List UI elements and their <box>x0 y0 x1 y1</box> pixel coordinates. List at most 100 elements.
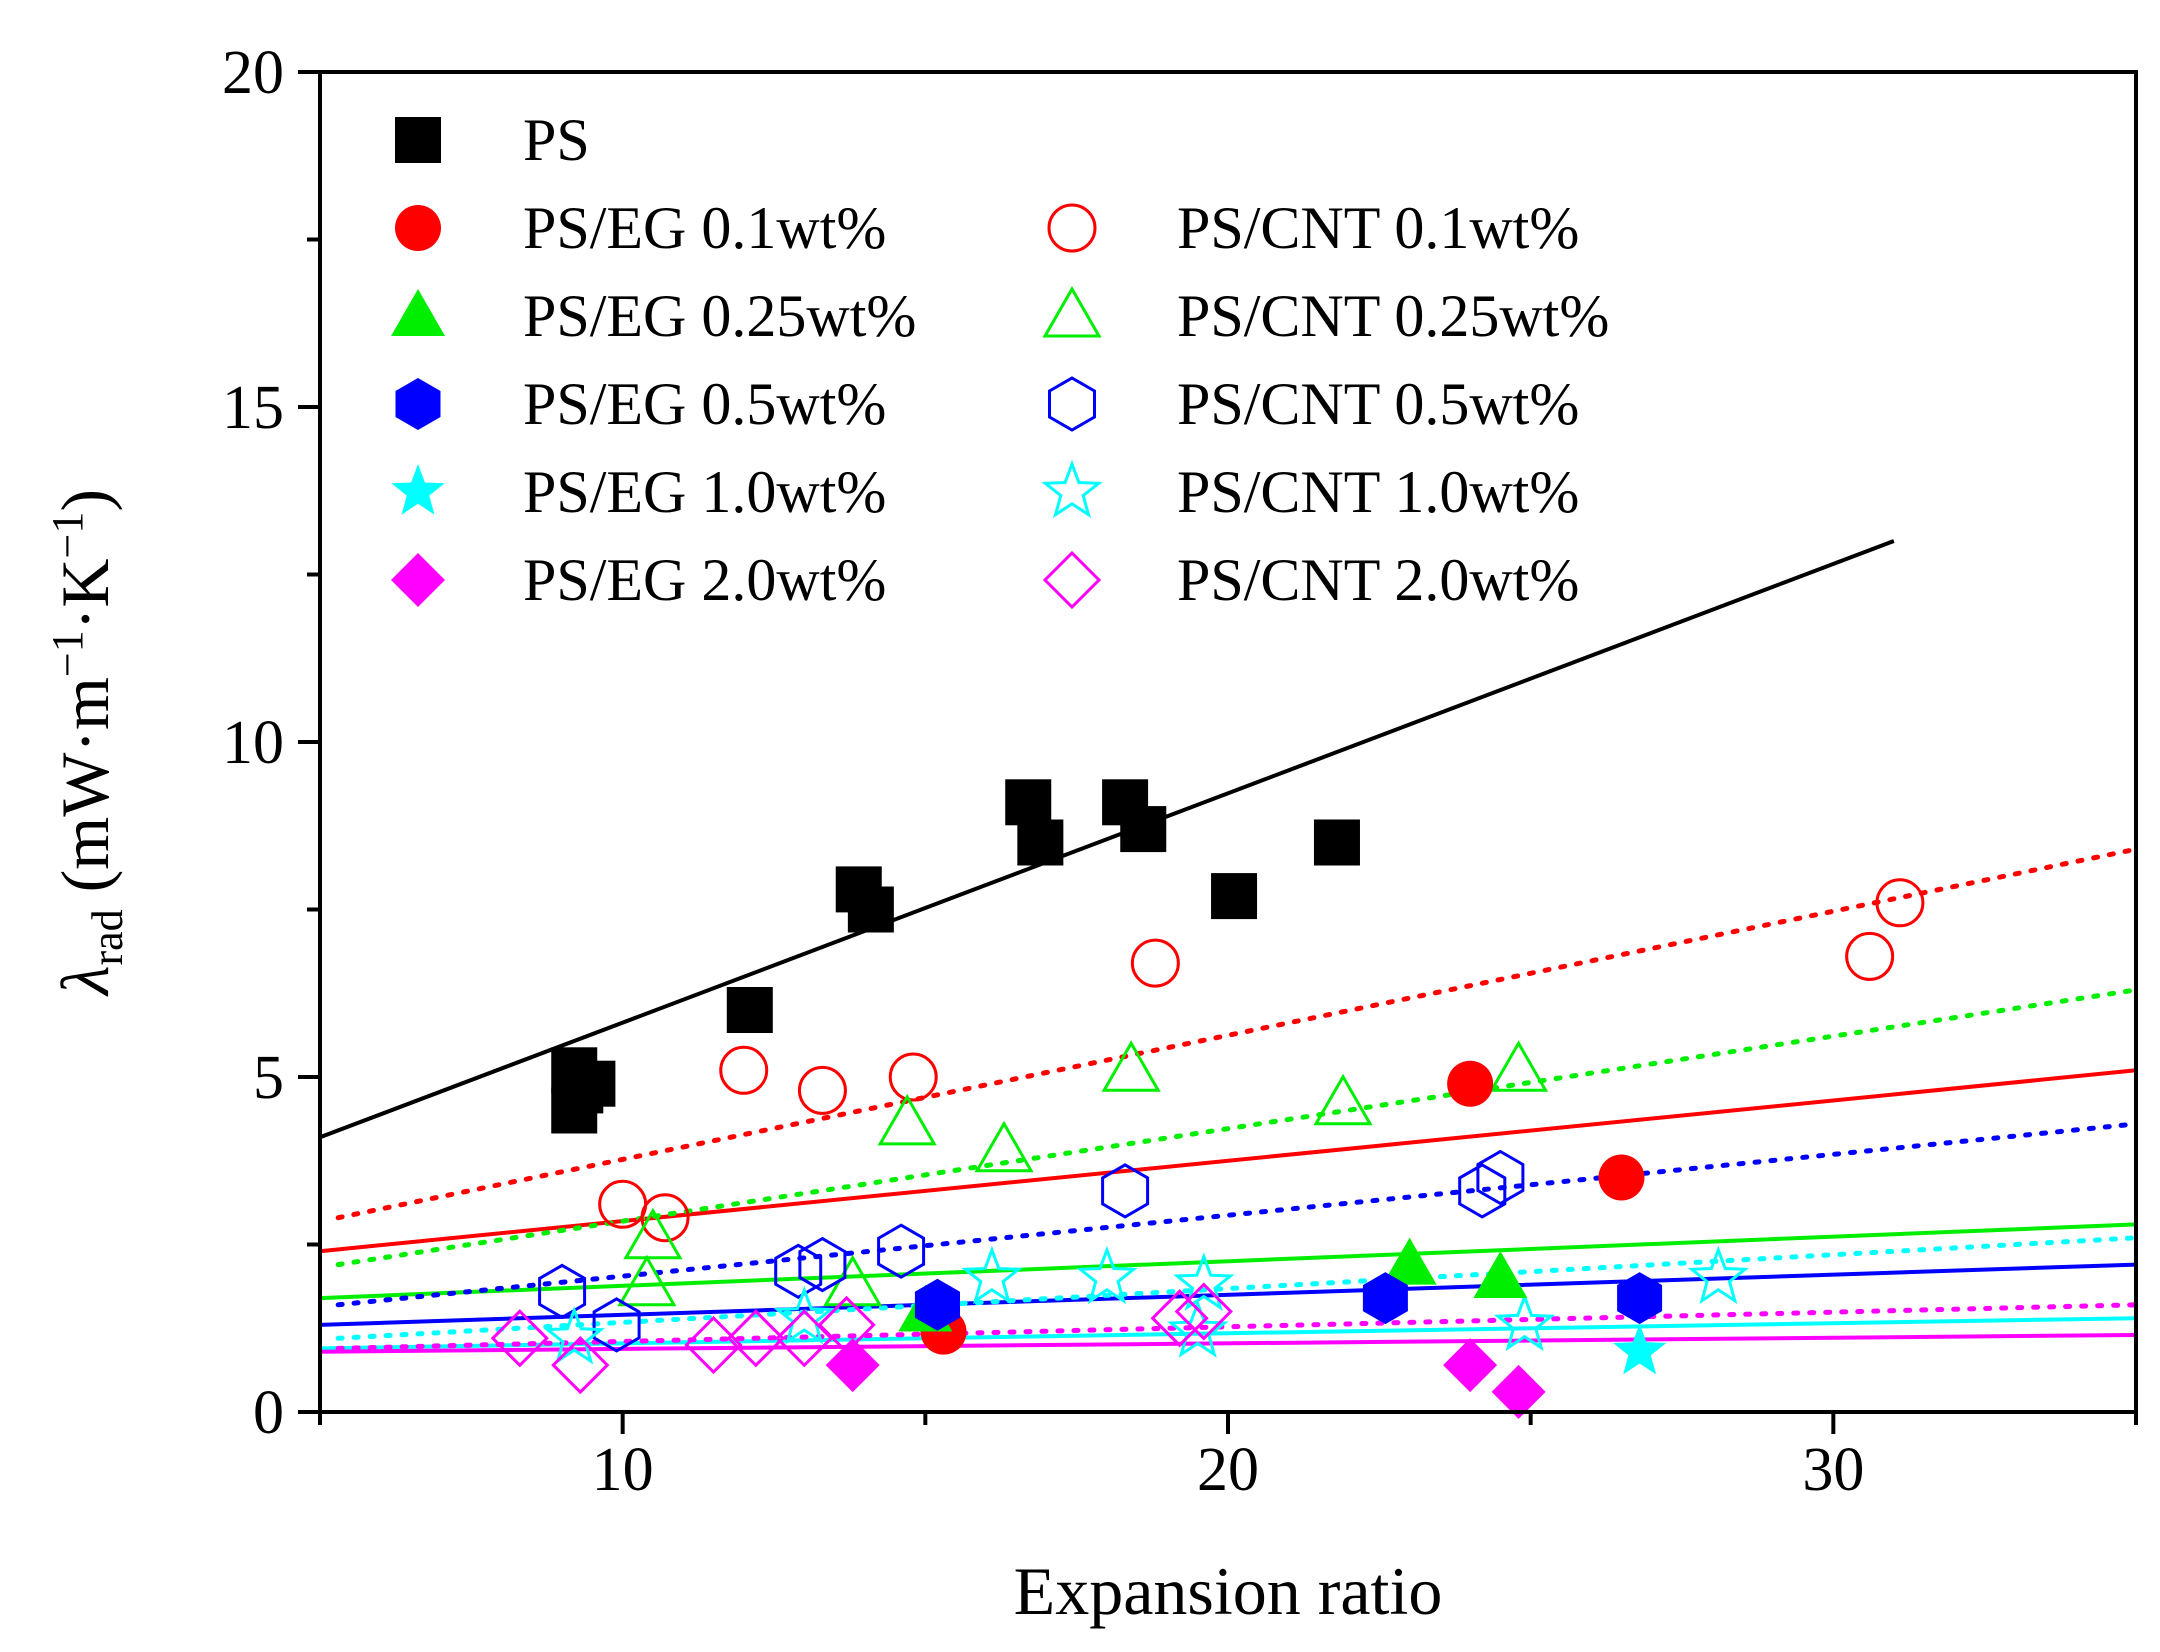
legend-entry-0: PS <box>395 107 590 173</box>
data-point-s8-3 <box>798 1236 847 1293</box>
fit-line-9 <box>335 1235 2139 1341</box>
data-point-s1-1 <box>1447 1060 1494 1107</box>
data-point-s9-1 <box>773 1285 835 1345</box>
data-point-s4-0 <box>1613 1323 1667 1375</box>
legend: PS PS/EG 0.1wt% PS/EG 0.25wt% PS/EG 0.5wt% P… <box>391 107 1609 613</box>
legend-entry-10: PS/CNT 2.0wt% <box>1042 547 1579 613</box>
legend-entry-2: PS/EG 0.25wt% <box>391 283 916 349</box>
legend-label-10: PS/CNT 2.0wt% <box>1177 547 1579 613</box>
fit-line-6 <box>335 846 2139 1221</box>
data-point-s7-3 <box>877 1093 937 1146</box>
legend-label-9: PS/CNT 1.0wt% <box>1177 459 1579 525</box>
data-point-s0-3 <box>551 1087 598 1134</box>
data-point-s7-4 <box>974 1120 1034 1173</box>
fit-line-2 <box>319 1222 2137 1301</box>
y-tick-label: 0 <box>253 1379 284 1447</box>
data-point-s7-0 <box>623 1207 683 1260</box>
data-point-s6-2 <box>719 1045 769 1095</box>
data-point-s9-7 <box>1687 1245 1749 1305</box>
data-point-s6-1 <box>640 1193 690 1243</box>
data-point-s3-2 <box>1617 1272 1663 1325</box>
fit-lines <box>319 539 2139 1354</box>
data-point-s0-10 <box>1120 806 1167 853</box>
x-tick-label: 20 <box>1197 1436 1259 1504</box>
fit-line-0 <box>319 539 1895 1140</box>
data-point-s8-2 <box>774 1243 823 1300</box>
data-point-s8-4 <box>877 1223 926 1279</box>
data-point-s8-6 <box>1458 1163 1507 1219</box>
data-point-s6-4 <box>888 1052 938 1102</box>
legend-marker-2 <box>391 289 445 336</box>
data-point-s5-0 <box>825 1338 880 1393</box>
data-point-s8-0 <box>538 1263 587 1320</box>
fit-line-3 <box>319 1262 2137 1327</box>
legend-marker-3 <box>395 378 441 430</box>
fit-line-4 <box>319 1316 2137 1351</box>
legend-entry-7: PS/CNT 0.25wt% <box>1042 283 1609 349</box>
data-point-s8-7 <box>1476 1149 1525 1206</box>
data-point-s10-1 <box>551 1335 610 1395</box>
legend-marker-5 <box>391 553 445 607</box>
y-tick-label: 5 <box>253 1044 284 1112</box>
y-tick-label: 15 <box>222 374 284 442</box>
data-point-s7-7 <box>1488 1040 1549 1092</box>
fit-line-8 <box>335 1121 2139 1308</box>
y-axis-subscript: rad <box>83 909 132 965</box>
y-axis-units-mid: ·K <box>47 558 123 630</box>
data-point-s10-7 <box>1174 1282 1233 1341</box>
y-axis-units-prefix: (mW·m <box>47 677 123 909</box>
fit-line-7 <box>335 987 2139 1268</box>
data-point-s0-6 <box>726 987 773 1033</box>
legend-marker-9 <box>1041 459 1103 519</box>
legend-label-4: PS/EG 1.0wt% <box>523 459 886 525</box>
legend-marker-10 <box>1042 550 1102 610</box>
legend-marker-8 <box>1048 376 1096 432</box>
legend-entry-5: PS/EG 2.0wt% <box>391 547 886 613</box>
data-point-s9-4 <box>1173 1252 1235 1311</box>
data-point-s0-7 <box>1005 779 1052 826</box>
legend-label-7: PS/CNT 0.25wt% <box>1177 283 1609 349</box>
data-point-s2-2 <box>1473 1251 1528 1298</box>
data-point-s9-2 <box>961 1245 1023 1305</box>
legend-entry-3: PS/EG 0.5wt% <box>395 371 886 437</box>
data-point-s3-1 <box>1362 1272 1408 1325</box>
axes <box>318 70 2138 1414</box>
legend-marker-6 <box>1047 203 1097 253</box>
data-point-s10-2 <box>684 1315 743 1375</box>
legend-entry-1: PS/EG 0.1wt% <box>395 195 886 261</box>
data-point-s7-1 <box>617 1254 677 1307</box>
legend-marker-4 <box>391 464 445 515</box>
y-axis-units-suffix: ) <box>47 489 123 512</box>
data-point-s9-0 <box>543 1306 605 1365</box>
legend-entry-4: PS/EG 1.0wt% <box>391 459 886 525</box>
data-point-s7-2 <box>823 1254 883 1307</box>
data-point-s6-7 <box>1875 878 1925 928</box>
data-point-s0-12 <box>1313 819 1360 866</box>
data-point-s0-8 <box>1017 819 1064 866</box>
legend-marker-0 <box>395 117 441 163</box>
data-point-s7-5 <box>1101 1040 1161 1092</box>
y-tick-label: 10 <box>222 709 284 777</box>
data-point-s1-2 <box>1598 1154 1645 1201</box>
legend-label-3: PS/EG 0.5wt% <box>523 371 886 437</box>
x-tick-label: 30 <box>1802 1436 1864 1504</box>
y-tick-label: 20 <box>222 39 284 107</box>
data-point-s3-0 <box>914 1278 960 1331</box>
data-point-s8-5 <box>1101 1163 1150 1219</box>
data-point-s10-0 <box>490 1309 549 1368</box>
data-point-s6-6 <box>1845 931 1895 981</box>
data-point-s10-3 <box>726 1309 785 1368</box>
legend-entry-8: PS/CNT 0.5wt% <box>1048 371 1579 437</box>
data-point-s0-5 <box>847 886 894 933</box>
legend-label-1: PS/EG 0.1wt% <box>523 195 886 261</box>
axis-ticks: 10 20 30 0 5 10 15 20 <box>222 39 2138 1504</box>
y-axis-sup1: −1 <box>43 630 92 677</box>
legend-label-6: PS/CNT 0.1wt% <box>1177 195 1579 261</box>
plot-frame <box>318 70 2138 1414</box>
data-point-s8-1 <box>592 1297 641 1353</box>
legend-marker-7 <box>1042 285 1102 338</box>
data-point-s9-3 <box>1076 1245 1138 1305</box>
legend-label-5: PS/EG 2.0wt% <box>523 547 886 613</box>
data-point-s5-1 <box>1443 1338 1498 1393</box>
data-point-s6-3 <box>797 1065 847 1115</box>
